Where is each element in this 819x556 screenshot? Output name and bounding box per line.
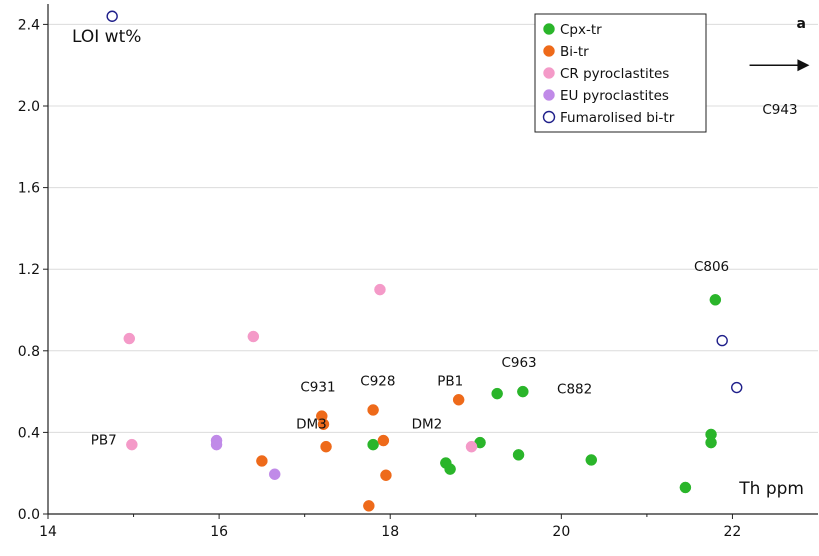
annotation-dm3: DM3 [296, 416, 327, 432]
y-gridlines [48, 23, 818, 433]
point-bi-tr [452, 394, 465, 406]
annotation-c931: C931 [300, 380, 335, 396]
y-tick-label: 2.4 [18, 17, 40, 33]
x-tick-label: 16 [210, 524, 228, 540]
annotation-pb1: PB1 [437, 373, 463, 389]
data-points [106, 10, 743, 512]
legend-box [534, 13, 707, 133]
point-fumarolised-bi-tr [731, 381, 743, 394]
point-cpx-tr [512, 449, 525, 461]
annotation-c806: C806 [694, 259, 729, 275]
legend: Cpx-tr Bi-tr CR pyroclastites EU pyroclasti… [534, 13, 707, 133]
point-fumarolised-bi-tr [106, 10, 118, 22]
point-cpx-tr [709, 294, 722, 306]
point-bi-tr [367, 404, 379, 416]
legend-marker [543, 45, 555, 57]
point-cr-pyroclastites [126, 438, 138, 451]
legend-marker [543, 23, 555, 35]
arrow-head [797, 59, 810, 72]
point-cpx-tr [517, 385, 529, 398]
axes [47, 4, 818, 515]
legend-marker [542, 110, 556, 124]
point-cpx-tr [705, 436, 717, 449]
x-tick-label: 22 [724, 524, 742, 540]
annotation-c943: C943 [762, 102, 797, 118]
annotation-pb7: PB7 [91, 433, 117, 449]
point-bi-tr [320, 440, 332, 453]
point-cr-pyroclastites [465, 440, 478, 453]
legend-label: Bi-tr [560, 44, 589, 60]
y-tick-label: 2.0 [18, 99, 40, 115]
point-cpx-tr [491, 387, 503, 400]
offscale-arrow [749, 59, 810, 72]
point-fumarolised-bi-tr [716, 334, 728, 347]
point-cpx-tr [444, 463, 456, 475]
y-tick-label: 1.2 [18, 262, 40, 278]
point-bi-tr [363, 500, 375, 512]
point-bi-tr [317, 418, 330, 430]
legend-marker [543, 67, 555, 79]
y-tick-label: 0.0 [18, 507, 40, 523]
x-tick-label: 14 [39, 524, 57, 540]
y-axis-title: LOI wt% [72, 27, 141, 47]
point-bi-tr [256, 455, 268, 467]
y-tick-label: 0.8 [18, 344, 40, 360]
point-bi-tr [377, 434, 390, 447]
annotation-dm2: DM2 [412, 416, 443, 432]
point-bi-tr [380, 469, 392, 481]
x-axis-title: Th ppm [738, 479, 804, 499]
panel-label: a [797, 16, 806, 32]
legend-label: Fumarolised bi-tr [560, 110, 675, 126]
legend-label: CR pyroclastites [560, 66, 669, 82]
y-tick-label: 1.6 [18, 181, 40, 197]
y-tick-label: 0.4 [18, 425, 40, 441]
point-eu-pyroclastites [268, 468, 281, 480]
point-eu-pyroclastites [210, 438, 223, 451]
axis-ticks: 0.0 0.4 0.8 1.2 1.6 2.0 2.4 14 16 18 20 22 [18, 17, 742, 540]
x-tick-label: 20 [552, 524, 570, 540]
annotation-c882: C882 [557, 382, 592, 398]
legend-label: Cpx-tr [560, 22, 602, 38]
point-cpx-tr [679, 481, 692, 494]
point-cr-pyroclastites [123, 332, 136, 345]
point-cr-pyroclastites [247, 330, 260, 343]
legend-label: EU pyroclastites [560, 88, 669, 104]
point-cpx-tr [367, 438, 379, 451]
annotation-c963: C963 [501, 355, 536, 371]
annotation-c928: C928 [360, 373, 395, 389]
point-cpx-tr [585, 454, 598, 466]
point-annotations: PB7 C931 DM3 C928 DM2 PB1 C963 C882 C806 C943 [91, 102, 798, 448]
legend-marker [543, 89, 555, 101]
point-cr-pyroclastites [374, 283, 386, 296]
x-tick-label: 18 [381, 524, 399, 540]
